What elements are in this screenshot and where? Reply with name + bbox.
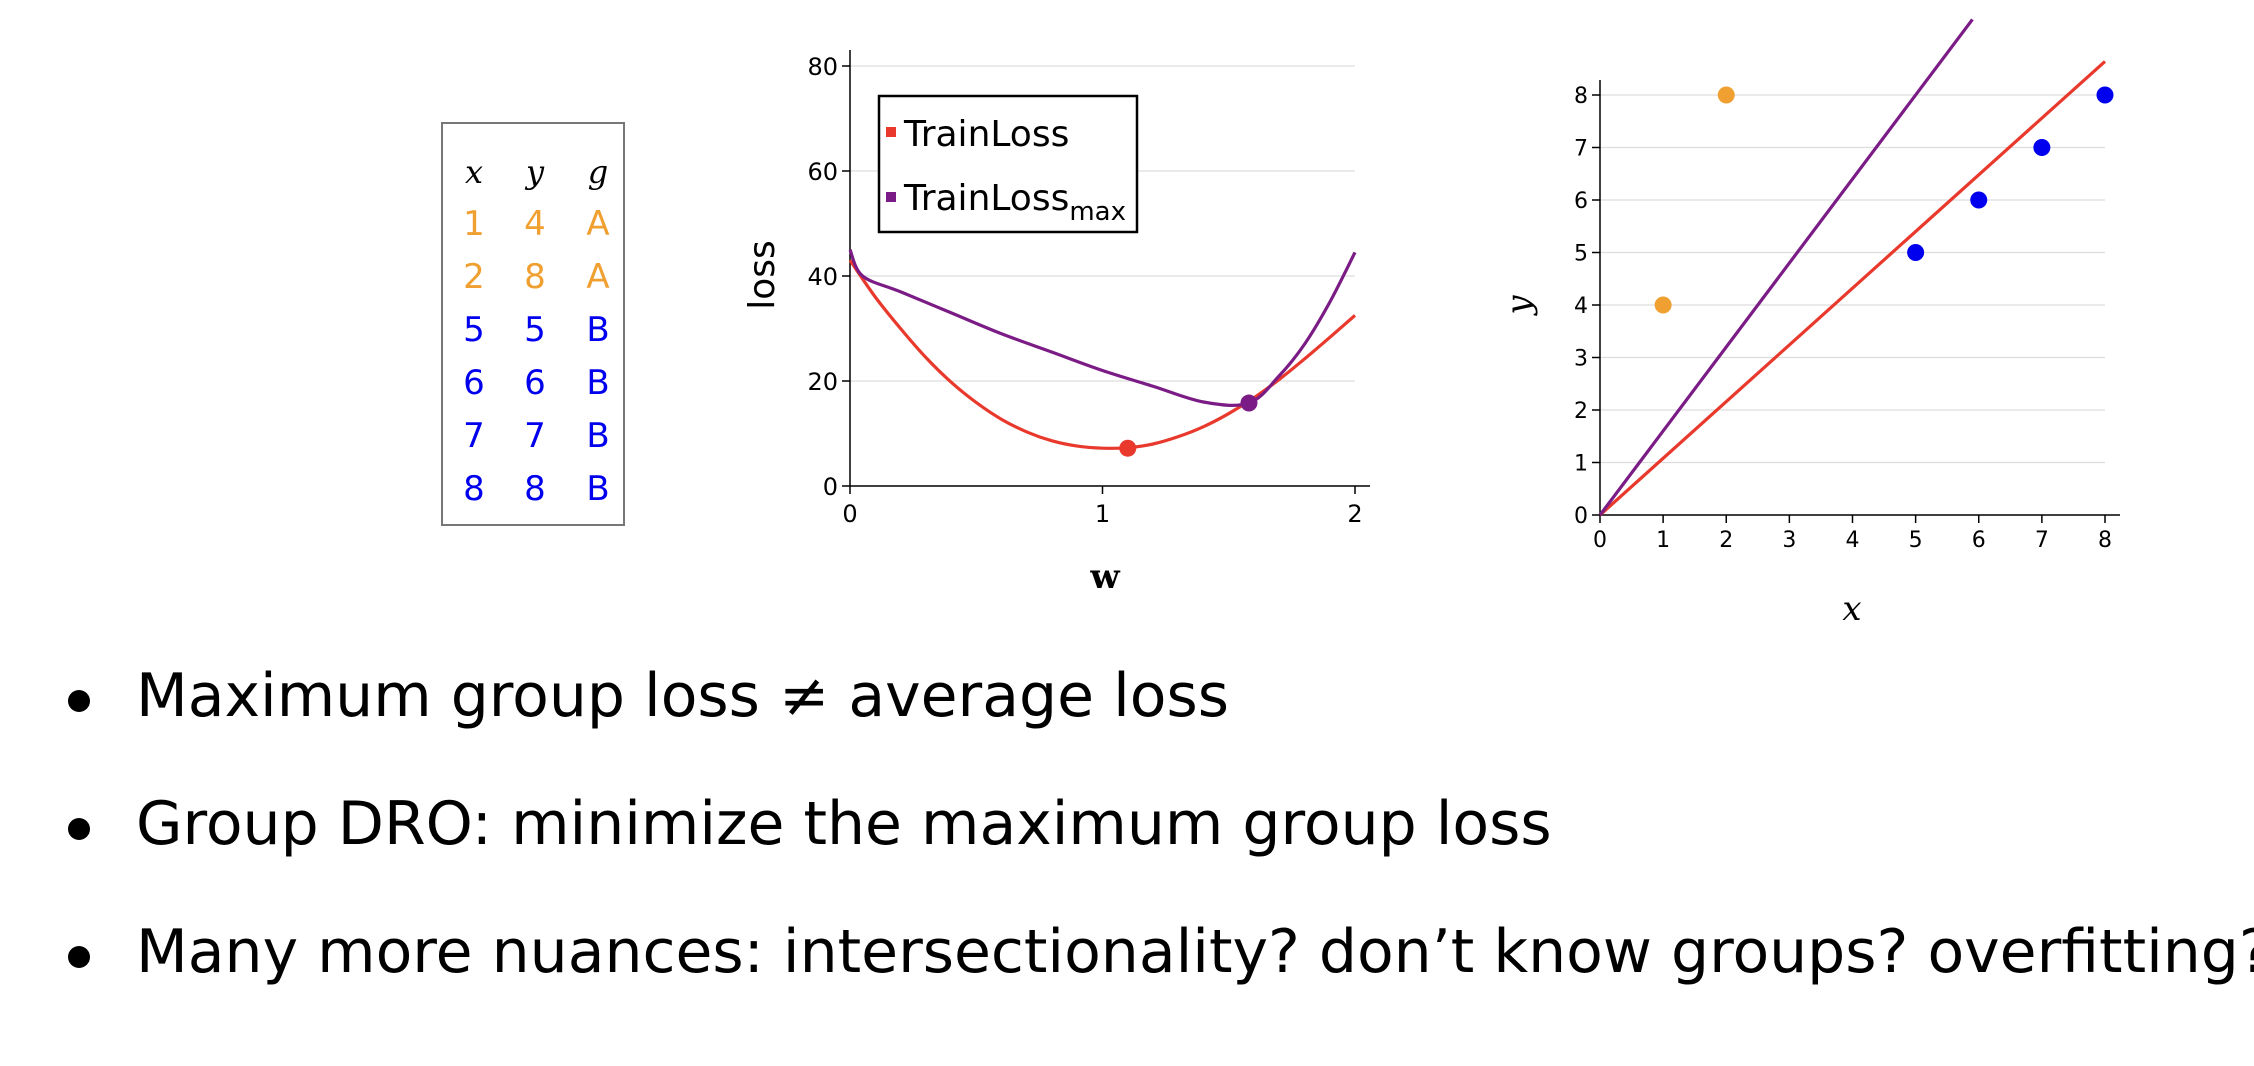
scatter-x-tick-label: 1 xyxy=(1656,528,1670,553)
table-cell-x: 5 xyxy=(463,310,485,350)
loss-y-axis-label: loss xyxy=(742,240,783,310)
scatter-x-tick-label: 4 xyxy=(1846,528,1860,553)
loss-x-tick-label: 2 xyxy=(1347,500,1362,528)
scatter-y-tick-label: 5 xyxy=(1574,242,1588,267)
table-cell-y: 8 xyxy=(524,257,546,297)
loss-minimum-marker xyxy=(1240,394,1258,412)
table-cell-g: B xyxy=(586,310,610,350)
loss-x-ticks: 0 1 2 xyxy=(842,486,1363,528)
loss-series xyxy=(848,249,1357,450)
loss-markers xyxy=(1119,394,1258,457)
scatter-x-tick-label: 0 xyxy=(1593,528,1607,553)
table-cell-g: A xyxy=(586,257,610,297)
scatter-y-tick-label: 6 xyxy=(1574,189,1588,214)
bullet-dot xyxy=(68,946,90,968)
scatter-y-tick-label: 3 xyxy=(1574,347,1588,372)
series-line-trainloss xyxy=(848,259,1357,450)
bullet-dot xyxy=(68,690,90,712)
scatter-point-group-a xyxy=(1654,296,1672,314)
loss-legend: TrainLoss TrainLossmax xyxy=(877,94,1139,234)
legend-label-trainloss-max-sub: max xyxy=(1069,197,1126,227)
legend-label-trainloss: TrainLoss xyxy=(903,114,1069,155)
scatter-x-tick-label: 8 xyxy=(2098,528,2112,553)
scatter-y-tick-label: 2 xyxy=(1574,399,1588,424)
loss-legend-box xyxy=(877,94,1139,234)
bullet-text-1-before: Maximum group loss xyxy=(136,661,780,731)
scatter-y-tick-label: 4 xyxy=(1574,294,1588,319)
series-line-trainloss-max xyxy=(848,249,1357,407)
scatter-x-tick-label: 3 xyxy=(1782,528,1796,553)
scatter-x-tick-label: 5 xyxy=(1909,528,1923,553)
loss-y-ticks: 0 20 40 60 80 xyxy=(807,53,850,501)
header-y: y xyxy=(525,153,545,191)
header-x: x xyxy=(464,153,484,191)
fit-line-2 xyxy=(1598,18,1974,516)
not-equal-symbol: ≠ xyxy=(779,661,830,731)
legend-swatch-trainloss xyxy=(886,127,896,137)
scatter-points xyxy=(1654,86,2114,314)
table-cell-y: 4 xyxy=(524,204,546,244)
table-cell-g: B xyxy=(586,469,610,509)
scatter-point-group-a xyxy=(1717,86,1735,104)
fit-line-1 xyxy=(1598,60,2107,517)
table-cell-x: 8 xyxy=(463,469,485,509)
bullet-text-1-after: average loss xyxy=(829,661,1229,731)
scatter-y-tick-label: 1 xyxy=(1574,452,1588,477)
scatter-y-ticks: 0 1 2 3 4 5 6 7 8 xyxy=(1574,84,1600,529)
loss-x-tick-label: 0 xyxy=(842,500,857,528)
scatter-point-group-b xyxy=(2096,86,2114,104)
scatter-y-tick-label: 8 xyxy=(1574,84,1588,109)
scatter-chart: 0 1 2 3 4 5 6 7 8 0 1 2 3 4 5 6 7 8 x y xyxy=(1499,18,2120,629)
scatter-y-tick-label: 0 xyxy=(1574,504,1588,529)
table-cell-g: B xyxy=(586,416,610,456)
scatter-x-tick-label: 6 xyxy=(1972,528,1986,553)
table-cell-g: A xyxy=(586,204,610,244)
loss-y-tick-label: 0 xyxy=(823,473,838,501)
scatter-x-tick-label: 2 xyxy=(1719,528,1733,553)
scatter-point-group-b xyxy=(1907,244,1925,261)
bullet-dot xyxy=(68,818,90,840)
table-cell-y: 8 xyxy=(524,469,546,509)
scatter-y-axis-label: y xyxy=(1499,295,1539,317)
loss-y-tick-label: 40 xyxy=(807,263,838,291)
scatter-point-group-b xyxy=(2033,139,2051,156)
bullet-text-2: Group DRO: minimize the maximum group lo… xyxy=(136,789,1552,859)
loss-y-tick-label: 80 xyxy=(807,53,838,81)
loss-y-tick-label: 20 xyxy=(807,368,838,396)
scatter-x-axis-label: x xyxy=(1842,589,1861,629)
table-cell-x: 2 xyxy=(463,257,485,297)
bullet-text-3: Many more nuances: intersectionality? do… xyxy=(136,917,2254,987)
bullet-text-1: Maximum group loss ≠ average loss xyxy=(136,660,1229,732)
legend-swatch-trainloss-max xyxy=(886,192,896,202)
scatter-x-tick-label: 7 xyxy=(2035,528,2049,553)
table-cell-y: 7 xyxy=(524,416,546,456)
loss-x-tick-label: 1 xyxy=(1095,500,1110,528)
loss-x-axis-label: w xyxy=(1089,557,1120,597)
loss-chart: 0 20 40 60 80 0 1 2 loss w TrainLoss TrainLoss… xyxy=(742,50,1370,597)
header-g: g xyxy=(587,153,609,191)
table-cell-g: B xyxy=(586,363,610,403)
scatter-y-tick-label: 7 xyxy=(1574,137,1588,162)
legend-label-trainloss-max: TrainLossmax xyxy=(903,178,1126,227)
scatter-fit-lines xyxy=(1598,18,2107,517)
table-cell-y: 6 xyxy=(524,363,546,403)
table-cell-y: 5 xyxy=(524,310,546,350)
loss-y-tick-label: 60 xyxy=(807,158,838,186)
loss-minimum-marker xyxy=(1119,439,1137,457)
scatter-chart-grid xyxy=(1600,94,2105,464)
table-cell-x: 7 xyxy=(463,416,485,456)
legend-label-trainloss-max-main: TrainLoss xyxy=(903,178,1069,219)
table-cell-x: 6 xyxy=(463,363,485,403)
scatter-point-group-b xyxy=(1970,191,1988,209)
table-cell-x: 1 xyxy=(463,204,485,244)
scatter-x-ticks: 0 1 2 3 4 5 6 7 8 xyxy=(1593,515,2112,553)
